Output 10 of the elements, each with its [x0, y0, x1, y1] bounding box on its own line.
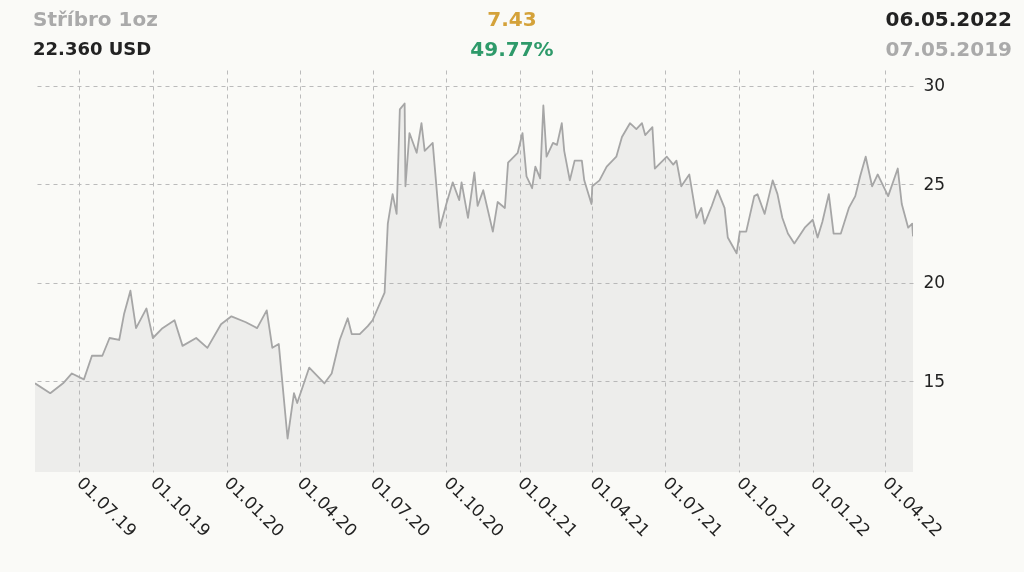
y-tick-label: 15 [923, 370, 946, 391]
chart-title: Stříbro 1oz [33, 7, 158, 31]
y-tick-label: 30 [923, 75, 946, 96]
text: 07.05.2019 [885, 37, 1012, 61]
text: 49.77% [470, 37, 554, 61]
text: 7.43 [487, 7, 537, 31]
chart-subtitle: 22.360 USD [33, 38, 152, 59]
y-tick-label: 20 [923, 272, 946, 293]
text: 06.05.2022 [885, 7, 1012, 31]
y-tick-label: 25 [923, 173, 946, 194]
